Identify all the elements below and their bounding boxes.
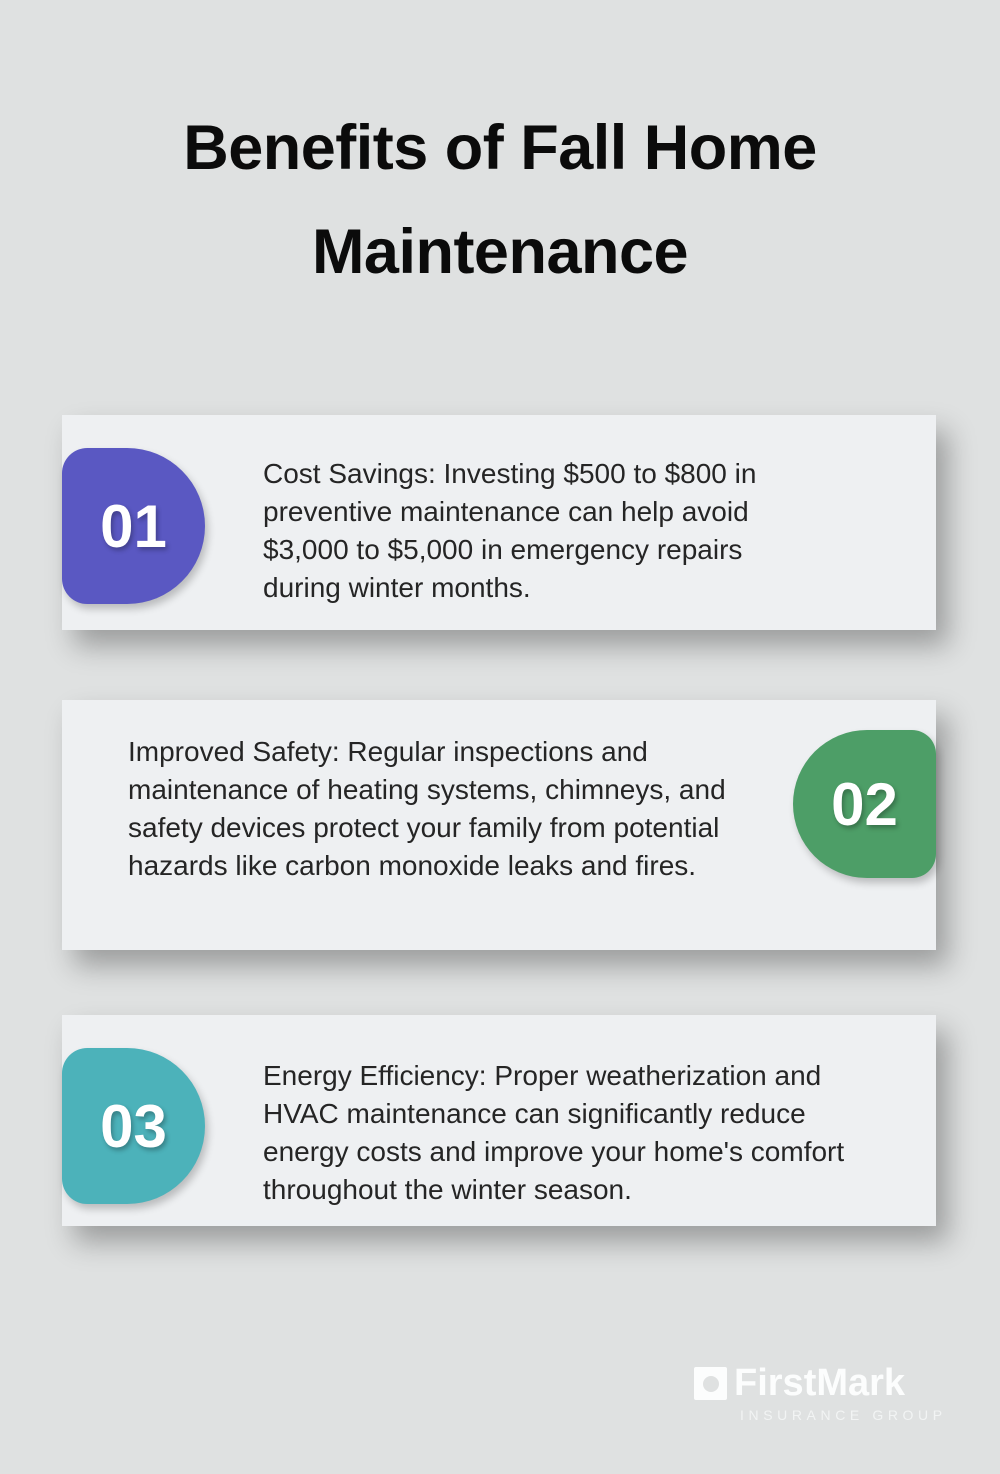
page-title: Benefits of Fall Home Maintenance xyxy=(183,113,817,287)
benefit-text: Cost Savings: Investing $500 to $800 in … xyxy=(263,458,757,603)
benefit-text: Energy Efficiency: Proper weatherization… xyxy=(263,1060,845,1205)
benefit-number: 03 xyxy=(100,1092,167,1160)
benefit-number: 01 xyxy=(100,492,167,560)
firstmark-logo: FirstMark INSURANCE GROUP xyxy=(694,1362,947,1423)
benefit-number-badge: 01 xyxy=(62,448,205,604)
logo-row: FirstMark xyxy=(694,1362,947,1405)
benefit-text: Improved Safety: Regular inspections and… xyxy=(128,736,726,881)
benefit-card-3: 03 Energy Efficiency: Proper weatherizat… xyxy=(62,1015,936,1226)
benefit-card-2: Improved Safety: Regular inspections and… xyxy=(62,700,936,950)
benefit-number-badge: 03 xyxy=(62,1048,205,1204)
firstmark-square-icon xyxy=(694,1367,727,1400)
logo-icon-hole xyxy=(702,1375,719,1392)
benefit-number: 02 xyxy=(831,770,898,838)
benefit-card-1: 01 Cost Savings: Investing $500 to $800 … xyxy=(62,415,936,630)
brand-tagline: INSURANCE GROUP xyxy=(740,1407,947,1423)
benefit-number-badge: 02 xyxy=(793,730,936,878)
brand-name: FirstMark xyxy=(734,1362,906,1404)
